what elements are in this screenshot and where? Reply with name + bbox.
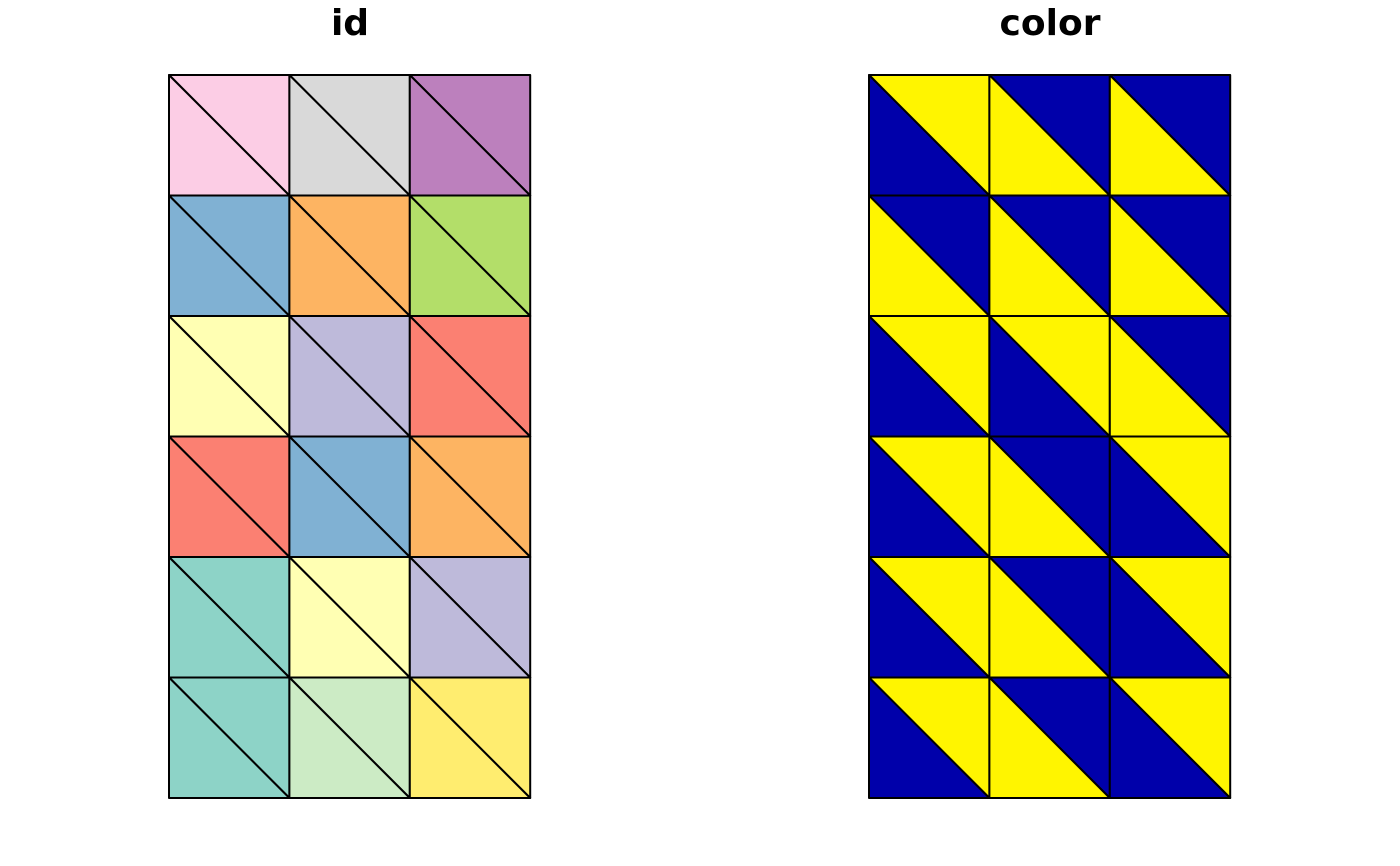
grid-map-id (168, 74, 532, 799)
triangle-lower-18 (1108, 676, 1232, 799)
panel-title-color: color (999, 3, 1101, 44)
triangle-lower-18 (408, 676, 532, 799)
grid-map-color (868, 74, 1232, 799)
triangle-lower-17 (988, 676, 1111, 799)
triangle-lower-16 (168, 676, 291, 799)
panel-title-id: id (330, 3, 370, 44)
triangle-lower-17 (288, 676, 411, 799)
triangle-lower-16 (868, 676, 991, 799)
